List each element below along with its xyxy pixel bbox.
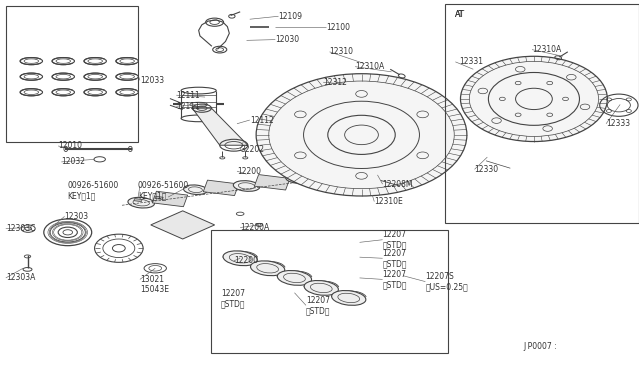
Polygon shape (134, 199, 142, 202)
Text: 12333: 12333 (606, 119, 630, 128)
Text: 12100: 12100 (326, 23, 350, 32)
Ellipse shape (184, 185, 207, 195)
Text: 15043E: 15043E (140, 285, 169, 294)
Text: 12032: 12032 (61, 157, 85, 166)
Ellipse shape (285, 174, 310, 183)
Text: AT: AT (456, 10, 465, 19)
Bar (211, 231, 448, 353)
Text: 00926-51600
KEY（1）: 00926-51600 KEY（1） (68, 181, 119, 200)
Text: 12303A: 12303A (6, 273, 35, 282)
Polygon shape (204, 180, 239, 196)
Text: 12207
（STD）: 12207 （STD） (306, 296, 330, 315)
Text: 12112: 12112 (250, 116, 273, 125)
Text: 12310A: 12310A (355, 62, 385, 71)
Text: AT: AT (456, 10, 465, 19)
Polygon shape (151, 211, 214, 239)
Polygon shape (192, 108, 248, 145)
Text: 12010: 12010 (58, 141, 82, 151)
Text: 12310: 12310 (330, 47, 353, 56)
Text: 12331: 12331 (460, 57, 483, 66)
Text: J P0007 :: J P0007 : (523, 341, 557, 350)
Polygon shape (152, 191, 188, 207)
Ellipse shape (250, 261, 285, 276)
Polygon shape (254, 174, 290, 190)
Ellipse shape (304, 280, 339, 295)
Text: 12200A: 12200A (240, 223, 269, 232)
Text: 12207
（STD）: 12207 （STD） (383, 230, 407, 250)
Ellipse shape (223, 251, 257, 266)
Text: 13021: 13021 (140, 275, 164, 284)
Text: 12208M: 12208M (383, 180, 413, 189)
Text: 12033: 12033 (140, 76, 164, 85)
Text: 12030: 12030 (275, 35, 300, 44)
Circle shape (461, 56, 607, 141)
Text: 12200: 12200 (234, 256, 258, 265)
Text: 32202: 32202 (240, 145, 264, 154)
Text: 12310A: 12310A (532, 45, 561, 54)
Ellipse shape (234, 181, 260, 191)
Text: 12200: 12200 (237, 167, 261, 176)
Text: 12330: 12330 (474, 165, 499, 174)
Ellipse shape (128, 198, 154, 208)
Ellipse shape (277, 270, 312, 285)
Polygon shape (305, 169, 341, 185)
Text: 00926-51600
KEY（1）: 00926-51600 KEY（1） (138, 181, 189, 200)
Circle shape (256, 74, 467, 196)
Bar (445, 4, 639, 223)
Text: 12207
（STD）: 12207 （STD） (221, 289, 246, 309)
Text: 12111: 12111 (176, 102, 200, 111)
Text: 12303: 12303 (65, 212, 89, 221)
Polygon shape (155, 196, 163, 199)
Ellipse shape (335, 170, 362, 180)
Text: 12207S
（US=0.25）: 12207S （US=0.25） (426, 272, 468, 291)
Text: 12303C: 12303C (6, 224, 35, 233)
Text: 12109: 12109 (278, 12, 303, 21)
Text: 12310E: 12310E (374, 197, 403, 206)
Text: 12312: 12312 (323, 78, 347, 87)
Ellipse shape (332, 291, 366, 305)
Text: 12207
（STD）: 12207 （STD） (383, 248, 407, 268)
Text: 12111: 12111 (176, 91, 200, 100)
Text: 12207
（STD）: 12207 （STD） (383, 270, 407, 289)
Bar (6, 6, 138, 141)
